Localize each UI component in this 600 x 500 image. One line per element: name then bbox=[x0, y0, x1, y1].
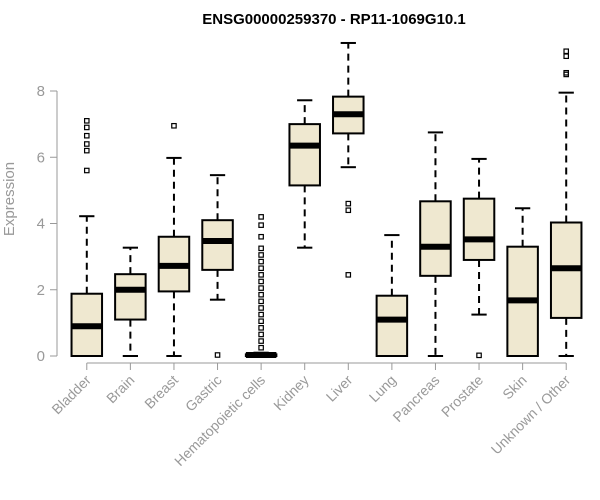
outlier-point bbox=[83, 132, 90, 139]
outlier-point bbox=[258, 233, 264, 240]
outlier-point bbox=[258, 222, 264, 228]
outlier-point bbox=[563, 53, 570, 60]
x-tick-label: Skin bbox=[499, 372, 530, 403]
outlier-point bbox=[258, 252, 264, 258]
outlier-point bbox=[345, 272, 352, 278]
box-4 bbox=[244, 214, 278, 359]
outlier-point bbox=[258, 305, 264, 311]
outlier-point bbox=[563, 48, 570, 55]
x-tick-label: Prostate bbox=[438, 372, 486, 420]
box-2 bbox=[157, 122, 191, 357]
outlier-point bbox=[258, 298, 264, 305]
outlier-point bbox=[258, 311, 264, 318]
x-tick-label: Pancreas bbox=[389, 372, 442, 425]
box-0 bbox=[70, 118, 104, 358]
y-axis-label: Expression bbox=[1, 162, 18, 236]
box-11 bbox=[549, 48, 583, 357]
box-8 bbox=[419, 131, 452, 357]
x-tick-label: Gastric bbox=[182, 372, 225, 415]
outlier-point bbox=[345, 207, 352, 214]
x-tick-label: Brain bbox=[103, 372, 137, 406]
outlier-point bbox=[563, 69, 570, 76]
x-tick-label: Lung bbox=[366, 372, 399, 405]
box-9 bbox=[462, 157, 496, 359]
y-tick-label: 6 bbox=[37, 149, 45, 166]
outlier-point bbox=[476, 352, 482, 359]
outlier-point bbox=[83, 118, 90, 124]
box-6 bbox=[332, 41, 365, 278]
outlier-point bbox=[258, 272, 264, 278]
outlier-point bbox=[83, 167, 90, 174]
box-body bbox=[419, 200, 452, 277]
outlier-point bbox=[258, 278, 264, 285]
box-10 bbox=[506, 207, 539, 357]
box-body bbox=[375, 294, 409, 357]
box-series bbox=[70, 41, 583, 359]
x-tick-label: Liver bbox=[323, 372, 356, 405]
outlier-point bbox=[258, 331, 264, 338]
box-body bbox=[462, 197, 496, 261]
box-body bbox=[114, 273, 147, 321]
outlier-point bbox=[258, 318, 264, 325]
box-7 bbox=[375, 234, 409, 357]
outlier-point bbox=[83, 141, 90, 147]
outlier-point bbox=[345, 200, 352, 207]
y-tick-label: 4 bbox=[37, 216, 45, 233]
outlier-point bbox=[258, 291, 264, 298]
box-body bbox=[201, 219, 234, 271]
y-tick-label: 8 bbox=[37, 83, 45, 100]
chart-title: ENSG00000259370 - RP11-1069G10.1 bbox=[202, 11, 466, 28]
box-5 bbox=[288, 99, 321, 249]
outlier-point bbox=[83, 124, 90, 131]
box-body bbox=[288, 123, 321, 187]
outlier-point bbox=[258, 285, 264, 291]
outlier-point bbox=[258, 338, 264, 344]
outlier-point bbox=[258, 344, 264, 351]
x-tick-label: Unknown / Other bbox=[488, 372, 574, 458]
outlier-point bbox=[258, 265, 264, 272]
y-tick-label: 2 bbox=[37, 282, 45, 299]
outlier-point bbox=[258, 245, 264, 252]
y-axis: 0 2 4 6 8 bbox=[37, 83, 58, 365]
outlier-point bbox=[83, 147, 90, 154]
x-tick-label: Bladder bbox=[48, 372, 94, 418]
outlier-point bbox=[258, 214, 264, 220]
box-3 bbox=[201, 174, 234, 358]
outlier-point bbox=[258, 258, 264, 265]
x-tick-label: Breast bbox=[141, 372, 181, 412]
outlier-point bbox=[258, 325, 264, 331]
outlier-point bbox=[171, 122, 177, 129]
outlier-point bbox=[214, 352, 221, 358]
y-tick-label: 0 bbox=[37, 348, 45, 365]
x-tick-label: Kidney bbox=[270, 372, 312, 414]
box-1 bbox=[114, 246, 147, 357]
